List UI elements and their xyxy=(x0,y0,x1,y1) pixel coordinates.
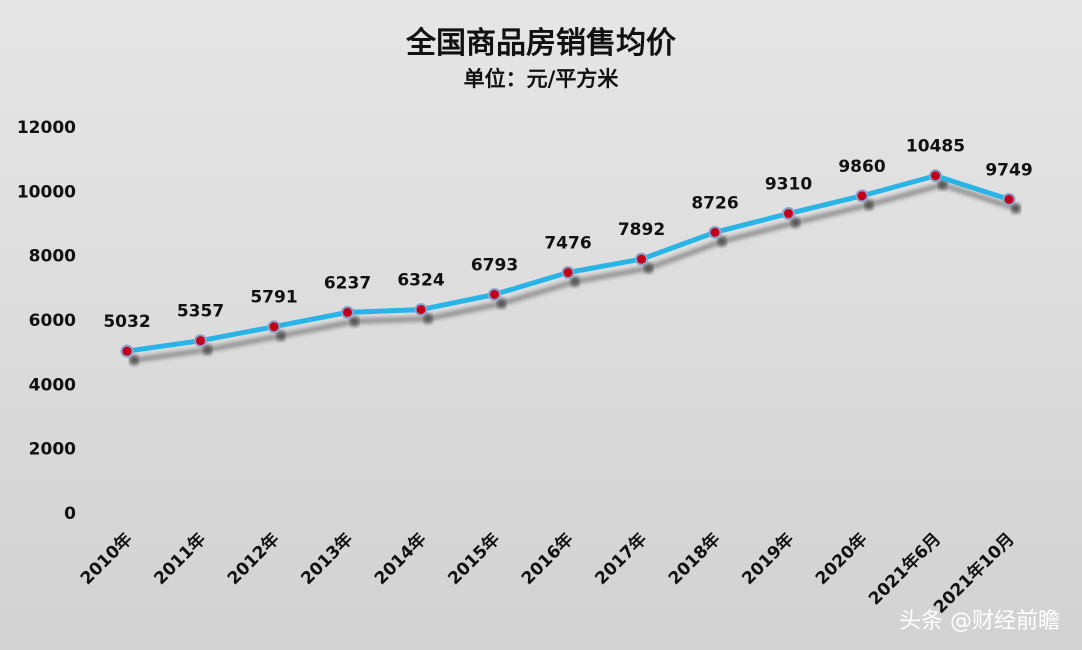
data-point-marker xyxy=(929,169,942,183)
y-tick-label: 12000 xyxy=(17,118,76,138)
y-tick-label: 6000 xyxy=(29,311,76,331)
series-shadow xyxy=(129,179,1021,366)
x-tick-label: 2012年 xyxy=(223,529,283,589)
data-label: 6237 xyxy=(324,273,371,293)
x-tick-label: 2020年 xyxy=(811,529,871,589)
y-tick-label: 4000 xyxy=(29,375,76,395)
data-label: 9310 xyxy=(765,175,812,195)
y-tick-label: 10000 xyxy=(17,182,76,202)
marker-shadow xyxy=(276,330,286,341)
marker-shadow xyxy=(864,199,874,210)
data-point-marker xyxy=(194,334,207,348)
x-tick-label: 2011年 xyxy=(150,529,210,589)
x-axis: 2010年 2011年 2012年 2013年 2014年 2015年 2016年 2017年… xyxy=(76,529,1018,618)
data-label: 8726 xyxy=(691,193,738,213)
x-tick-label: 2010年 xyxy=(76,529,136,589)
data-label: 6324 xyxy=(397,271,444,291)
data-label: 5791 xyxy=(250,288,297,308)
y-tick-label: 0 xyxy=(64,504,76,524)
marker-shadow xyxy=(937,179,948,190)
marker-shadow xyxy=(129,355,139,366)
marker-shadow xyxy=(717,236,727,247)
marker-shadow xyxy=(202,344,213,355)
data-point-marker xyxy=(414,303,428,317)
data-point-marker xyxy=(1002,192,1016,206)
marker-shadow xyxy=(790,217,801,228)
data-point-marker xyxy=(855,189,869,203)
data-label: 9860 xyxy=(838,157,885,177)
data-point-marker xyxy=(635,252,648,266)
x-tick-label: 2019年 xyxy=(738,529,798,589)
watermark: 头条 @财经前瞻 xyxy=(899,609,1060,634)
data-point-marker xyxy=(341,305,354,319)
marker-shadow xyxy=(643,263,654,274)
data-point-marker xyxy=(782,207,795,221)
data-label: 7476 xyxy=(544,234,591,254)
marker-shadow xyxy=(423,313,433,324)
data-label: 10485 xyxy=(906,137,965,157)
marker-shadow xyxy=(349,316,360,327)
x-tick-label: 2016年 xyxy=(517,529,577,589)
data-label: 5357 xyxy=(177,302,224,322)
y-axis: 0 2000 4000 6000 8000 10000 12000 xyxy=(17,118,76,524)
x-tick-label: 2021年6月 xyxy=(864,529,945,610)
x-tick-label: 2017年 xyxy=(591,529,651,589)
y-tick-label: 2000 xyxy=(29,440,76,460)
data-label: 6793 xyxy=(471,255,518,275)
x-tick-label: 2015年 xyxy=(444,529,504,589)
chart-subtitle: 单位：元/平方米 xyxy=(464,67,620,91)
data-point-marker xyxy=(561,266,575,280)
data-labels: 5032 5357 5791 6237 6324 6793 7476 7892 8726 9310… xyxy=(103,137,1032,332)
data-point-marker xyxy=(267,320,281,334)
x-tick-label: 2013年 xyxy=(297,529,357,589)
y-tick-label: 8000 xyxy=(29,247,76,267)
x-tick-label: 2014年 xyxy=(370,529,430,589)
data-label: 5032 xyxy=(103,312,150,332)
data-point-marker xyxy=(488,287,501,301)
data-point-marker xyxy=(120,344,134,358)
marker-shadow xyxy=(496,298,507,309)
data-label: 7892 xyxy=(618,220,665,240)
x-tick-label: 2018年 xyxy=(664,529,724,589)
marker-shadow xyxy=(570,276,580,287)
series-line-group xyxy=(120,169,1016,358)
data-label: 9749 xyxy=(985,160,1032,180)
marker-shadow xyxy=(1011,203,1021,214)
chart-title: 全国商品房销售均价 xyxy=(405,26,676,61)
data-point-marker xyxy=(708,225,722,239)
